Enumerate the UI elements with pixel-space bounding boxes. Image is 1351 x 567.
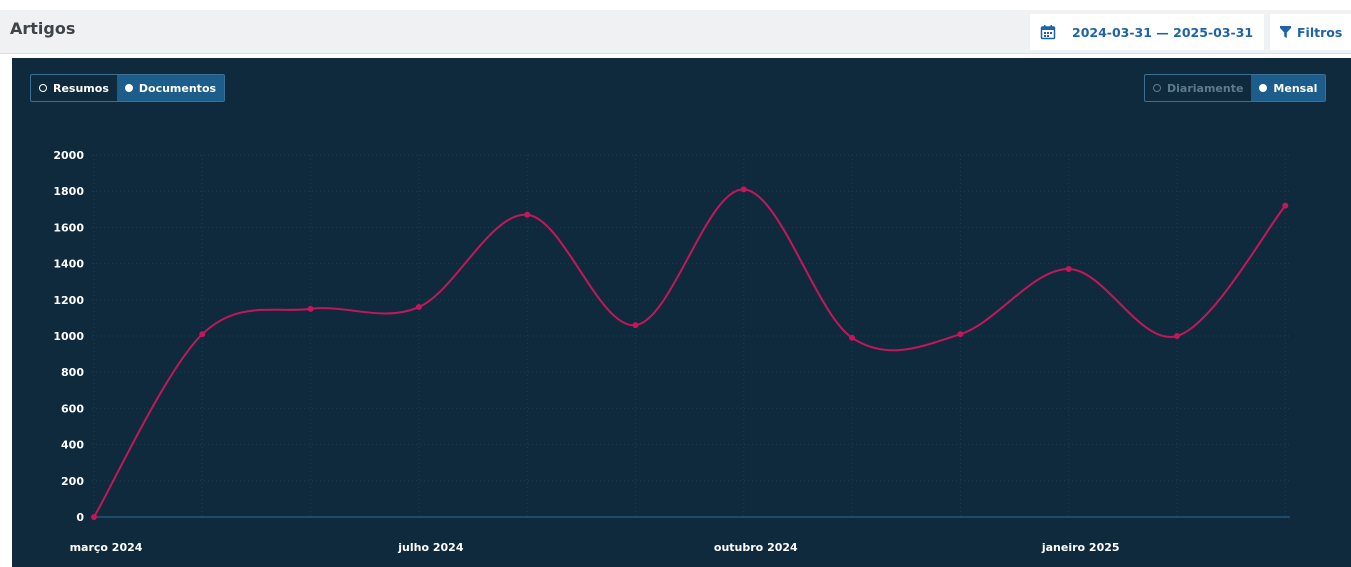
toggle-documentos-label: Documentos <box>138 81 217 95</box>
calendar-icon <box>1040 25 1056 40</box>
data-point <box>957 331 964 338</box>
data-point <box>1065 266 1072 273</box>
data-point <box>307 305 314 312</box>
y-tick-label: 2000 <box>53 149 84 162</box>
y-tick-label: 400 <box>61 439 84 452</box>
toggle-mensal-label: Mensal <box>1273 81 1318 95</box>
series-line <box>93 188 1287 518</box>
data-point <box>415 304 422 311</box>
data-point <box>740 186 747 193</box>
radio-selected-icon <box>124 84 133 92</box>
x-tick-label: março 2024 <box>70 541 143 554</box>
header-bar: Artigos 2024-03-31 — 2025-03-31 Filtros <box>0 10 1351 54</box>
y-tick-label: 1800 <box>53 185 84 198</box>
radio-icon <box>1153 84 1161 92</box>
x-tick-label: janeiro 2025 <box>1041 541 1120 554</box>
toggle-diariamente-label: Diariamente <box>1167 81 1244 95</box>
radio-selected-icon <box>1259 84 1268 92</box>
toggle-mensal[interactable]: Mensal <box>1251 75 1326 101</box>
data-point <box>91 514 97 520</box>
y-tick-label: 600 <box>61 402 84 415</box>
filters-button[interactable]: Filtros <box>1270 14 1351 50</box>
date-range-picker[interactable]: 2024-03-31 — 2025-03-31 <box>1030 14 1264 50</box>
period-toggle: Diariamente Mensal <box>1144 74 1327 102</box>
y-tick-label: 200 <box>61 475 84 488</box>
toggle-documentos[interactable]: Documentos <box>116 75 225 101</box>
radio-icon <box>39 84 47 92</box>
data-point <box>524 211 531 218</box>
page-title: Artigos <box>10 19 76 38</box>
y-tick-label: 0 <box>76 511 84 524</box>
y-tick-label: 1400 <box>53 258 84 271</box>
data-point <box>849 334 856 341</box>
date-range-label: 2024-03-31 — 2025-03-31 <box>1072 24 1254 40</box>
line-chart: 0 200 400 600 800 1000 1200 1400 1600 1800 2000 mar… <box>53 149 1290 554</box>
toggle-resumos[interactable]: Resumos <box>31 75 117 101</box>
x-tick-label: outubro 2024 <box>714 541 798 554</box>
data-point <box>1174 333 1180 339</box>
y-tick-label: 800 <box>61 366 84 379</box>
x-tick-label: julho 2024 <box>397 541 464 554</box>
content-type-toggle: Resumos Documentos <box>30 74 226 102</box>
filter-icon <box>1280 26 1291 38</box>
data-point <box>1282 202 1289 209</box>
data-point <box>632 322 639 329</box>
toggle-resumos-label: Resumos <box>53 81 109 95</box>
y-tick-label: 1600 <box>53 221 84 234</box>
toggle-diariamente[interactable]: Diariamente <box>1145 75 1251 101</box>
y-tick-label: 1000 <box>53 330 84 343</box>
data-point <box>199 331 206 338</box>
filters-label: Filtros <box>1297 24 1343 40</box>
chart-panel: Resumos Documentos Diariamente Mensal 0 2… <box>12 58 1351 567</box>
y-tick-label: 1200 <box>53 294 84 307</box>
